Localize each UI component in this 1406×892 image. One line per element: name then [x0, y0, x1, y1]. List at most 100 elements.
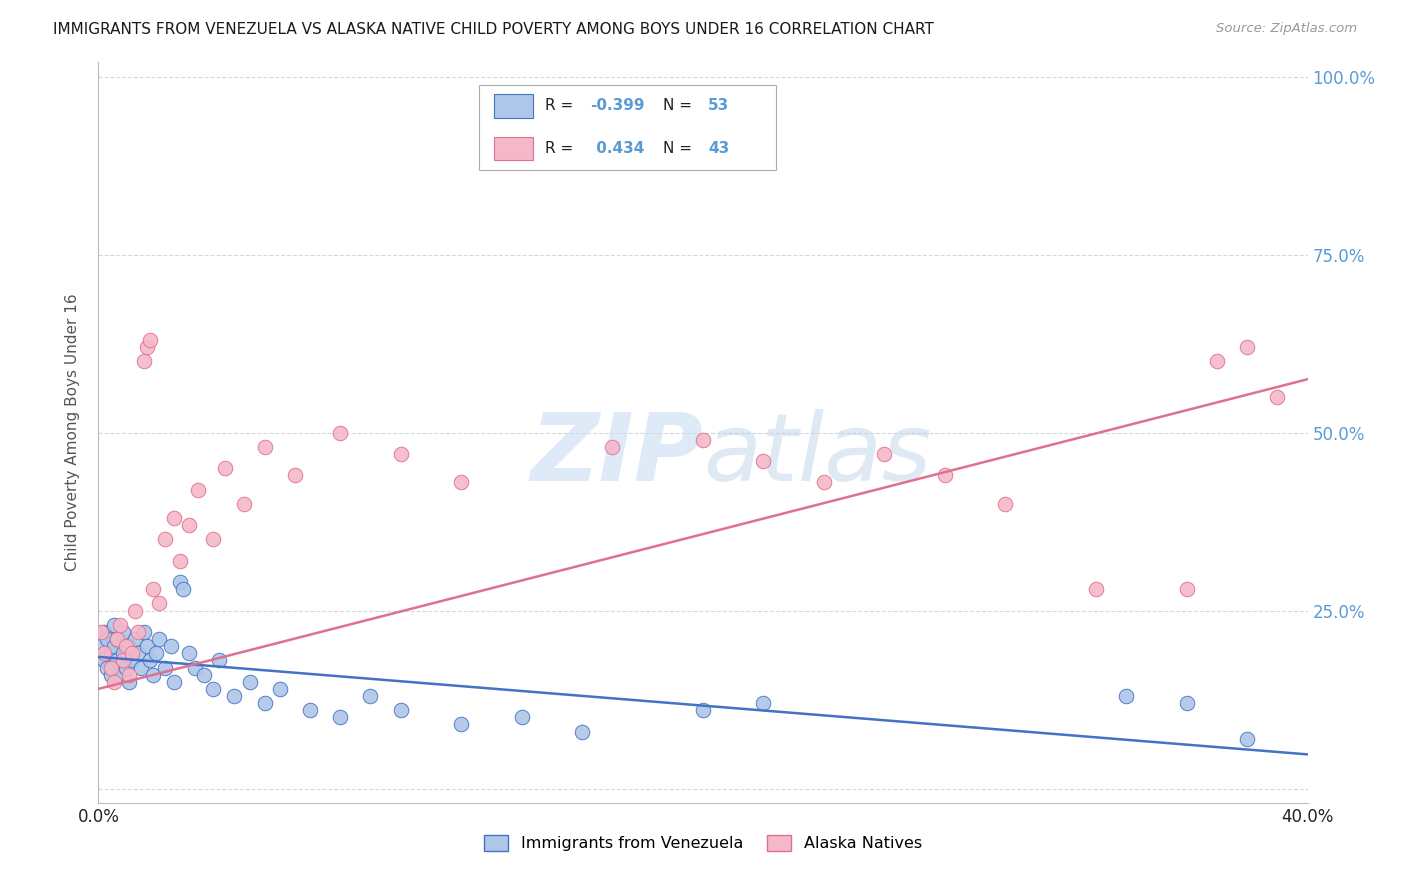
- Point: [602, 440, 624, 454]
- Point: [184, 660, 207, 674]
- Point: [169, 575, 191, 590]
- Point: [994, 497, 1017, 511]
- Point: [118, 674, 141, 689]
- Point: [148, 632, 170, 646]
- Text: 43: 43: [707, 141, 730, 156]
- Point: [114, 639, 136, 653]
- Point: [96, 632, 118, 646]
- Legend: Immigrants from Venezuela, Alaska Natives: Immigrants from Venezuela, Alaska Native…: [478, 829, 928, 858]
- Point: [299, 703, 322, 717]
- Text: Source: ZipAtlas.com: Source: ZipAtlas.com: [1216, 22, 1357, 36]
- Point: [124, 632, 146, 646]
- Point: [214, 461, 236, 475]
- Text: R =: R =: [544, 98, 578, 113]
- Point: [121, 653, 143, 667]
- Text: R =: R =: [544, 141, 578, 156]
- Point: [163, 674, 186, 689]
- Point: [103, 674, 125, 689]
- Point: [1175, 582, 1198, 597]
- Text: N =: N =: [664, 98, 697, 113]
- Point: [253, 696, 276, 710]
- Point: [329, 425, 352, 440]
- Point: [389, 703, 412, 717]
- Point: [934, 468, 956, 483]
- Point: [121, 646, 143, 660]
- Point: [450, 717, 472, 731]
- Point: [153, 660, 176, 674]
- Point: [1115, 689, 1137, 703]
- Point: [813, 475, 835, 490]
- Point: [239, 674, 262, 689]
- Point: [111, 646, 134, 660]
- Point: [169, 554, 191, 568]
- Point: [202, 533, 225, 547]
- Point: [108, 617, 131, 632]
- Point: [193, 667, 215, 681]
- Point: [124, 604, 146, 618]
- Text: 53: 53: [707, 98, 730, 113]
- Point: [752, 696, 775, 710]
- Point: [127, 646, 149, 660]
- Point: [90, 639, 112, 653]
- Text: ZIP: ZIP: [530, 409, 703, 500]
- Point: [142, 582, 165, 597]
- Point: [1236, 340, 1258, 354]
- Point: [232, 497, 254, 511]
- FancyBboxPatch shape: [494, 136, 533, 161]
- Point: [172, 582, 194, 597]
- Point: [160, 639, 183, 653]
- Point: [93, 653, 115, 667]
- Point: [100, 667, 122, 681]
- Text: IMMIGRANTS FROM VENEZUELA VS ALASKA NATIVE CHILD POVERTY AMONG BOYS UNDER 16 COR: IMMIGRANTS FROM VENEZUELA VS ALASKA NATI…: [53, 22, 935, 37]
- Point: [202, 681, 225, 696]
- Point: [1206, 354, 1229, 368]
- Point: [1267, 390, 1289, 404]
- Point: [269, 681, 291, 696]
- Point: [208, 653, 231, 667]
- Text: -0.399: -0.399: [591, 98, 645, 113]
- Point: [100, 660, 122, 674]
- Text: 0.434: 0.434: [591, 141, 644, 156]
- Point: [111, 653, 134, 667]
- Point: [93, 624, 115, 639]
- Point: [118, 667, 141, 681]
- Point: [450, 475, 472, 490]
- Point: [540, 148, 562, 162]
- Point: [129, 660, 152, 674]
- Point: [153, 533, 176, 547]
- Point: [752, 454, 775, 468]
- Point: [253, 440, 276, 454]
- Point: [389, 447, 412, 461]
- Point: [132, 624, 155, 639]
- Point: [135, 639, 157, 653]
- Point: [103, 639, 125, 653]
- Y-axis label: Child Poverty Among Boys Under 16: Child Poverty Among Boys Under 16: [65, 293, 80, 572]
- Point: [571, 724, 593, 739]
- Point: [329, 710, 352, 724]
- Point: [224, 689, 246, 703]
- Point: [179, 518, 201, 533]
- Point: [114, 660, 136, 674]
- Point: [108, 667, 131, 681]
- Point: [692, 703, 714, 717]
- Point: [139, 653, 162, 667]
- Point: [105, 653, 128, 667]
- Point: [692, 433, 714, 447]
- Point: [1236, 731, 1258, 746]
- Point: [103, 617, 125, 632]
- Point: [105, 632, 128, 646]
- Point: [118, 639, 141, 653]
- Point: [90, 624, 112, 639]
- Point: [111, 624, 134, 639]
- Point: [96, 660, 118, 674]
- Point: [145, 646, 167, 660]
- Point: [510, 710, 533, 724]
- Point: [163, 511, 186, 525]
- FancyBboxPatch shape: [494, 95, 533, 118]
- Point: [93, 646, 115, 660]
- Point: [179, 646, 201, 660]
- Point: [873, 447, 896, 461]
- FancyBboxPatch shape: [479, 85, 776, 169]
- Point: [284, 468, 307, 483]
- Point: [135, 340, 157, 354]
